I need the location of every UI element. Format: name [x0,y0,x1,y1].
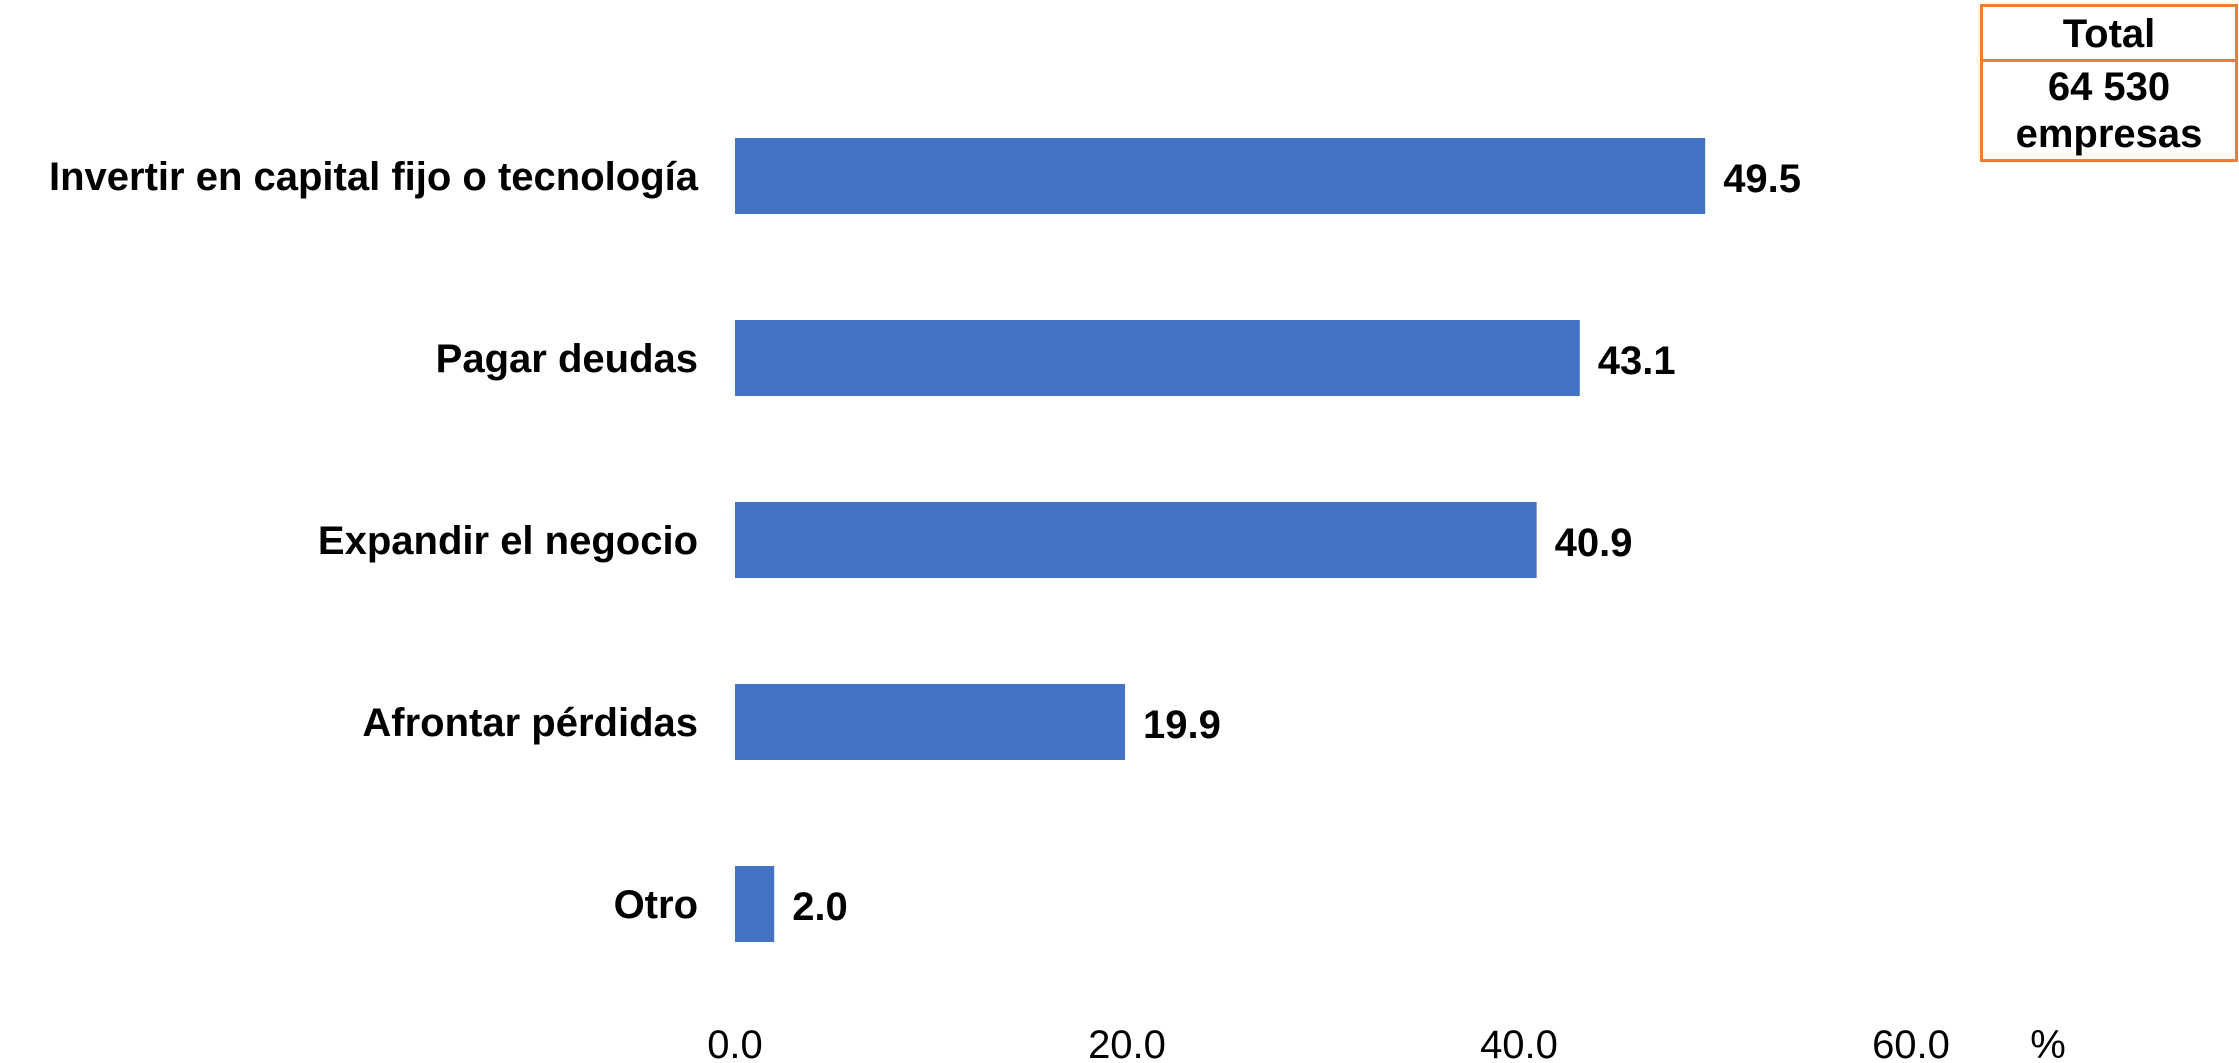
value-label-3: 19.9 [1143,703,1221,747]
value-label-4: 2.0 [792,885,848,929]
value-label-0: 49.5 [1723,157,1801,201]
total-unit: empresas [2015,112,2203,156]
value-label-2: 40.9 [1555,521,1633,565]
category-label-1: Pagar deudas [436,337,698,381]
total-value: 64 530 empresas [1983,62,2235,158]
total-box: Total 64 530 empresas [1980,4,2238,162]
total-count: 64 530 [2047,65,2171,109]
category-label-3: Afrontar pérdidas [362,701,698,745]
category-label-2: Expandir el negocio [318,519,698,563]
total-heading: Total [1983,7,2235,62]
x-tick-label-3: 60.0 [1872,1023,1950,1063]
value-label-1: 43.1 [1598,339,1676,383]
bar-0 [735,138,1706,214]
category-label-0: Invertir en capital fijo o tecnología [49,155,699,199]
x-tick-label-2: 40.0 [1480,1023,1558,1063]
bar-1 [735,320,1580,396]
x-unit-label: % [2030,1023,2066,1063]
x-tick-label-0: 0.0 [707,1023,763,1063]
bar-3 [735,684,1126,760]
category-label-4: Otro [614,883,698,927]
bar-2 [735,502,1537,578]
bar-4 [735,866,775,942]
x-tick-label-1: 20.0 [1088,1023,1166,1063]
